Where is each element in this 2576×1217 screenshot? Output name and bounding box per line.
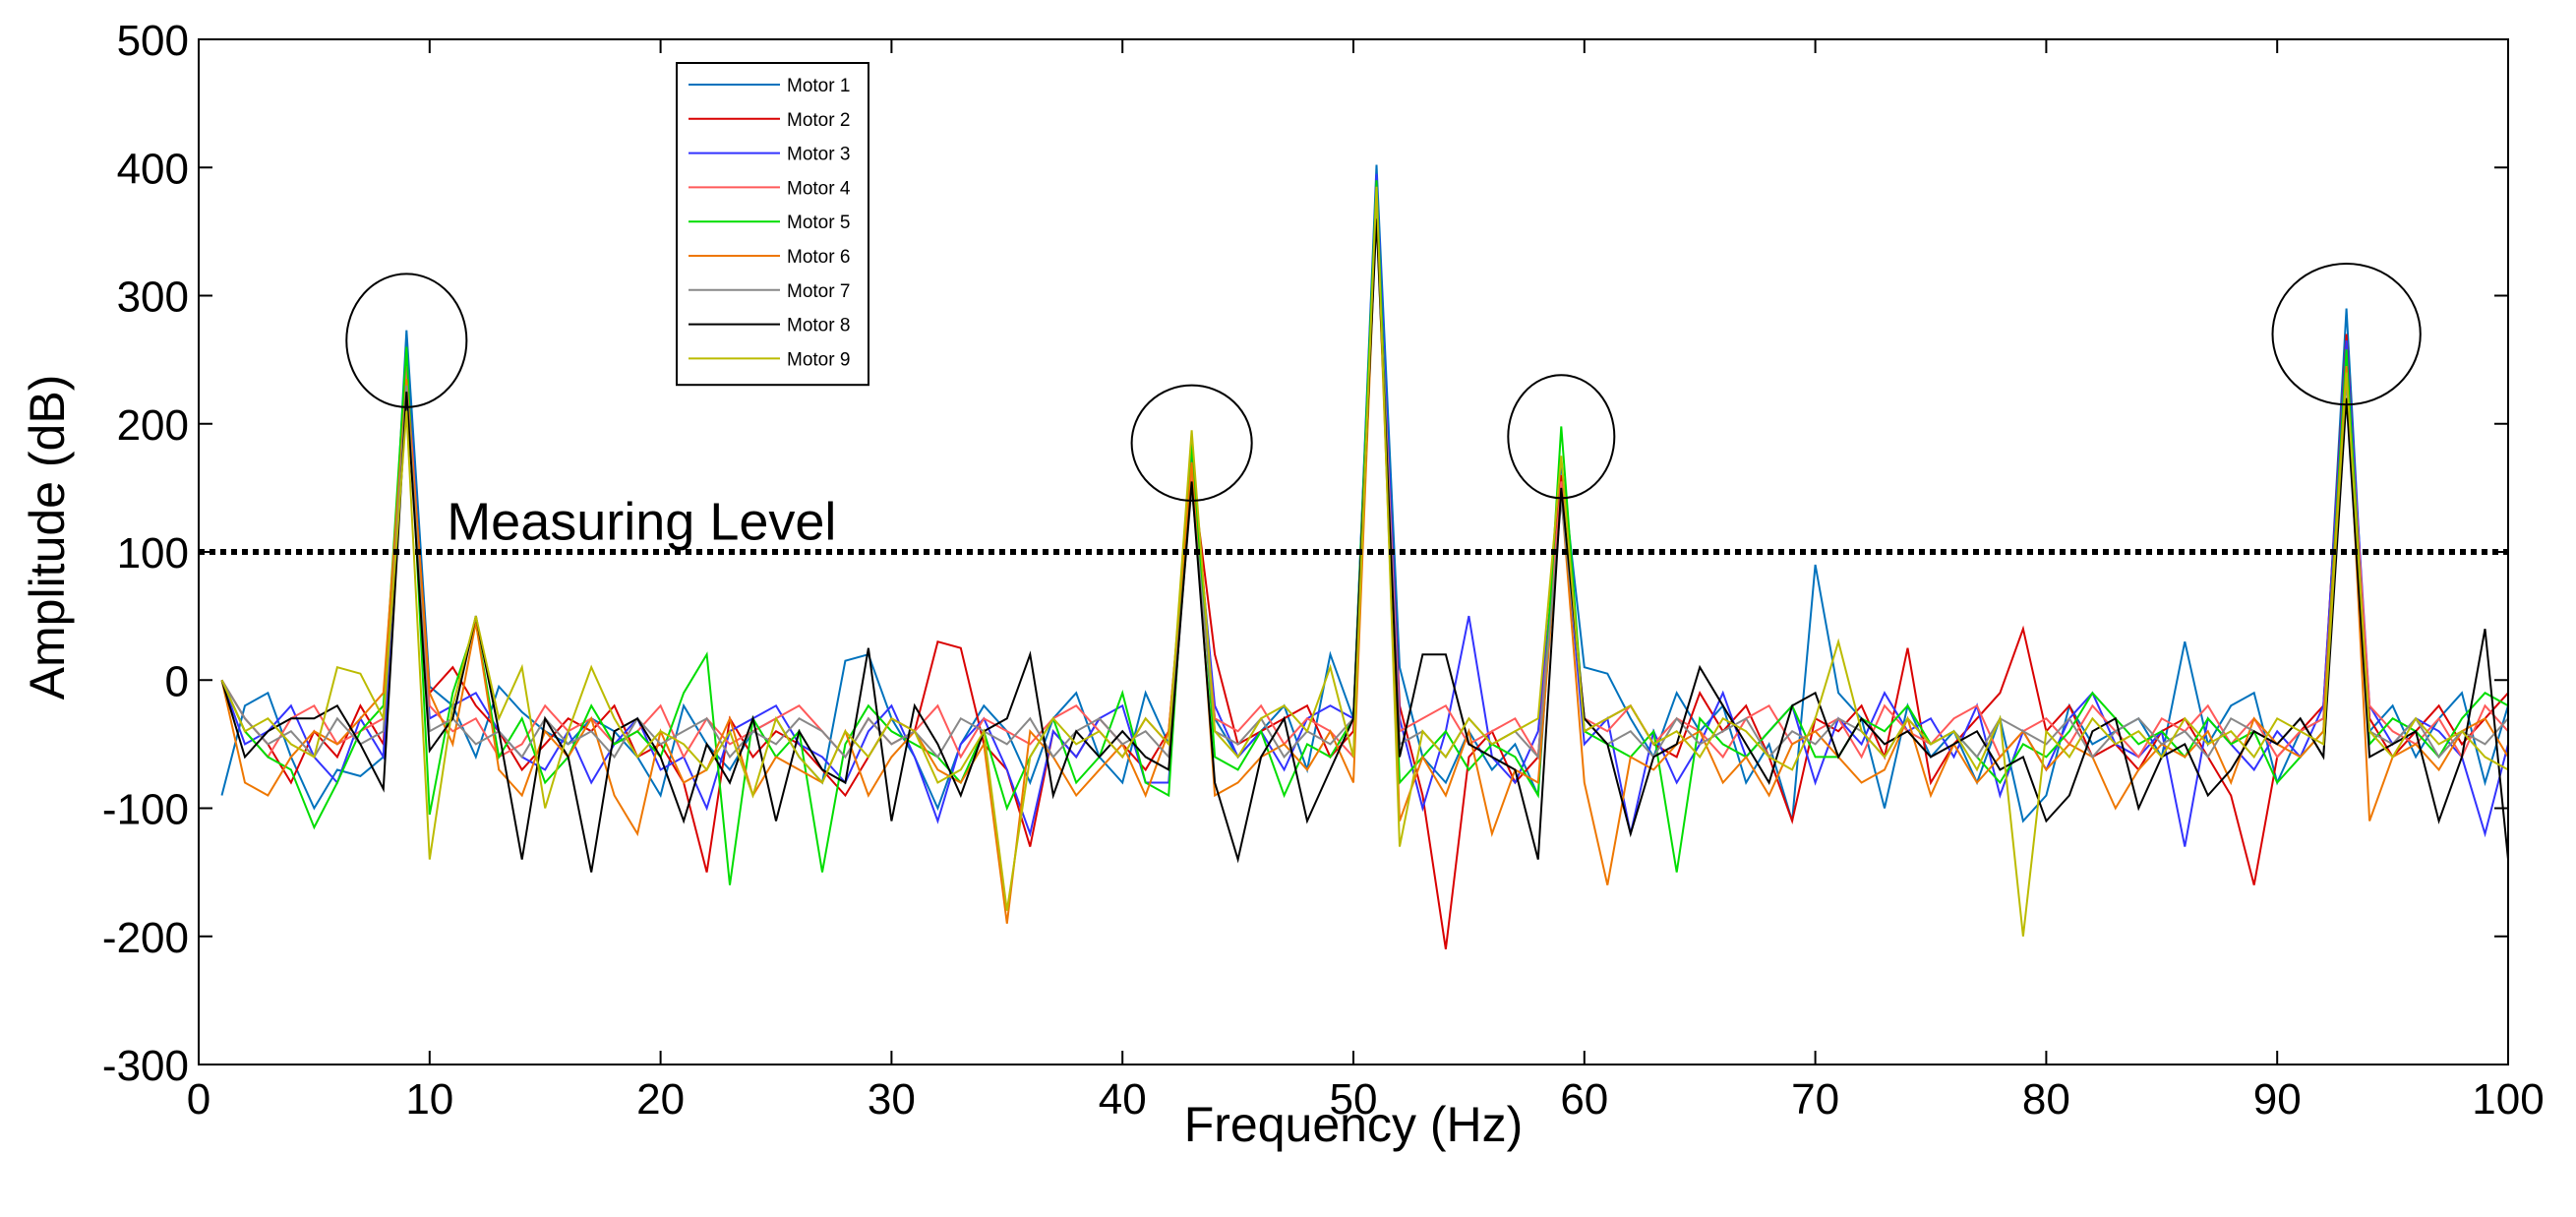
x-tick-label: 80	[2022, 1075, 2070, 1124]
y-tick-label: -200	[102, 914, 189, 962]
peak-circle-4	[2271, 262, 2422, 406]
legend-label-motor-2: Motor 2	[787, 110, 850, 131]
legend-label-motor-5: Motor 5	[787, 213, 850, 233]
legend-label-motor-1: Motor 1	[787, 76, 850, 96]
x-tick-label: 40	[1099, 1075, 1147, 1124]
x-tick-label: 70	[1791, 1075, 1839, 1124]
x-tick-label: 0	[187, 1075, 210, 1124]
x-tick-label: 20	[636, 1075, 685, 1124]
series-lines	[220, 164, 2509, 949]
x-axis-title: Frequency (Hz)	[1184, 1097, 1524, 1152]
y-tick-label: 0	[165, 657, 189, 705]
x-tick-label: 100	[2472, 1075, 2544, 1124]
y-tick-label: -100	[102, 786, 189, 834]
legend-label-motor-7: Motor 7	[787, 281, 850, 302]
y-tick-label: 100	[117, 529, 189, 578]
y-tick-label: 400	[117, 145, 189, 193]
legend-label-motor-9: Motor 9	[787, 349, 850, 370]
x-tick-label: 90	[2253, 1075, 2302, 1124]
legend: Motor 1 Motor 2 Motor 3 Motor 4 Motor 5 Motor…	[676, 62, 869, 387]
x-tick-label: 50	[1330, 1075, 1378, 1124]
y-axis-title: Amplitude (dB)	[20, 375, 75, 700]
y-tick-label: -300	[102, 1042, 189, 1090]
series-line-motor-9	[220, 186, 2509, 937]
measuring-level-label: Measuring Level	[447, 492, 836, 551]
y-tick-label: 300	[117, 274, 189, 322]
legend-label-motor-4: Motor 4	[787, 178, 851, 199]
peak-circle-1	[345, 273, 468, 408]
x-tick-label: 30	[868, 1075, 916, 1124]
y-tick-label: 200	[117, 401, 189, 450]
peak-circle-3	[1507, 374, 1616, 500]
legend-label-motor-3: Motor 3	[787, 145, 850, 165]
x-tick-label: 60	[1560, 1075, 1608, 1124]
legend-label-motor-8: Motor 8	[787, 316, 850, 336]
axis-ticks: 0 10 20 30 40 50 60 70 80 90 100 -300 -200 -100 0 100 20…	[102, 17, 2545, 1124]
annotations: Measuring Level	[199, 262, 2508, 555]
x-tick-label: 10	[405, 1075, 453, 1124]
y-tick-label: 500	[117, 17, 189, 65]
legend-box	[676, 62, 869, 387]
legend-label-motor-6: Motor 6	[787, 247, 850, 268]
peak-circle-2	[1130, 384, 1253, 502]
